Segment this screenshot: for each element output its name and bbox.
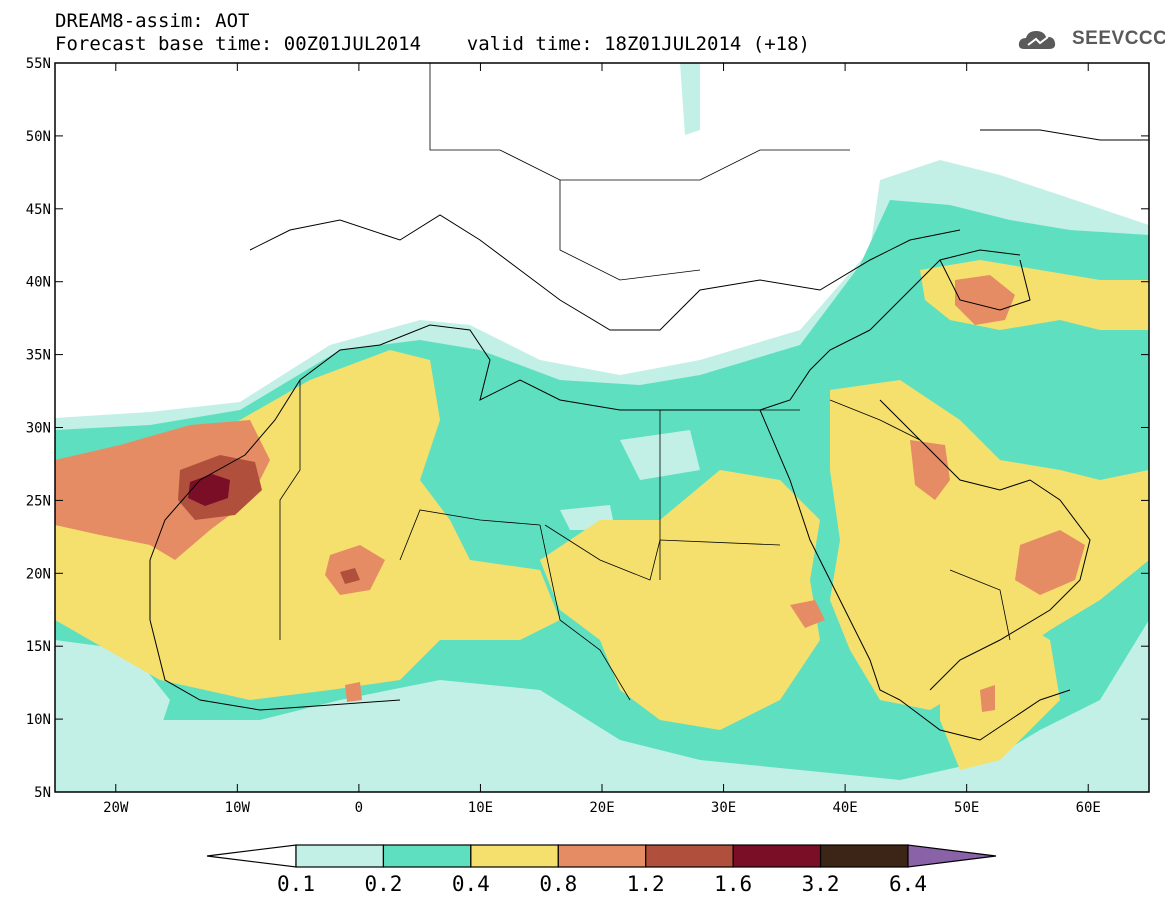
lon-tick-label: 20E [589,800,614,816]
colorbar-label: 1.2 [627,872,665,896]
forecast-time-subtitle: Forecast base time: 00Z01JUL2014 valid t… [55,33,810,55]
colorbar-label: 3.2 [802,872,840,896]
aot-region-very-high [790,600,825,628]
lon-tick-label: 10E [468,800,493,816]
lat-tick-label: 30N [26,421,51,437]
lat-tick-label: 5N [34,785,51,801]
lat-tick-label: 40N [26,275,51,291]
colorbar-label: 0.8 [539,872,577,896]
lon-tick-label: 40E [832,800,857,816]
lon-tick-label: 60E [1076,800,1101,816]
lon-tick-label: 50E [954,800,979,816]
lat-tick-label: 10N [26,712,51,728]
colorbar-label: 0.4 [452,872,490,896]
colorbar-label: 1.6 [714,872,752,896]
aot-region-high [830,380,1149,710]
colorbar: 0.1 0.2 0.4 0.8 1.2 1.6 3.2 6.4 [206,844,997,896]
aot-region-high [55,350,560,700]
lat-tick-label: 35N [26,348,51,364]
colorbar-label: 0.2 [364,872,402,896]
aot-region-very-high [955,275,1015,325]
colorbar-swatch [382,844,472,868]
country-borders [279,63,1011,701]
aot-region-very-high [910,440,950,500]
aot-region-low [55,640,170,730]
aot-field [55,63,1149,792]
lat-tick-label: 55N [26,56,51,72]
colorbar-above-arrow [907,844,997,868]
lat-tick-label: 45N [26,202,51,218]
aot-region-very-high [1015,530,1085,595]
aot-region-extreme [340,568,360,584]
aot-region-very-high [55,420,270,560]
lat-tick-label: 50N [26,129,51,145]
coastlines [149,129,1149,741]
colorbar-label: 6.4 [889,872,927,896]
aot-region-high [540,470,820,730]
lat-tick-label: 20N [26,566,51,582]
lat-tick-label: 15N [26,639,51,655]
colorbar-swatch [470,844,559,868]
colorbar-swatch [295,844,385,868]
aot-region-very-high [980,685,995,712]
lon-tick-label: 20W [103,800,129,816]
lon-tick-label: 30E [711,800,736,816]
aot-region-very-high [345,682,362,702]
aot-region-high [940,610,1060,770]
lat-tick-label: 25N [26,493,51,509]
longitude-axis: 20W 10W 0 10E 20E 30E 40E 50E 60E [103,63,1101,816]
colorbar-swatch [557,844,647,868]
lon-tick-label: 0 [355,800,363,816]
colorbar-swatch [732,844,822,868]
map-title: DREAM8-assim: AOT [55,10,250,32]
colorbar-swatch [819,844,909,868]
cloud-icon [1018,31,1056,49]
latitude-axis: 55N 50N 45N 40N 35N 30N 25N 20N 15N 10N 5N [26,56,1149,801]
lon-tick-label: 10W [225,800,251,816]
colorbar-swatch [645,844,734,868]
logo-text: SEEVCCC [1072,28,1165,49]
colorbar-label: 0.1 [277,872,315,896]
colorbar-below-arrow [206,844,297,868]
aot-region-low [680,63,700,135]
